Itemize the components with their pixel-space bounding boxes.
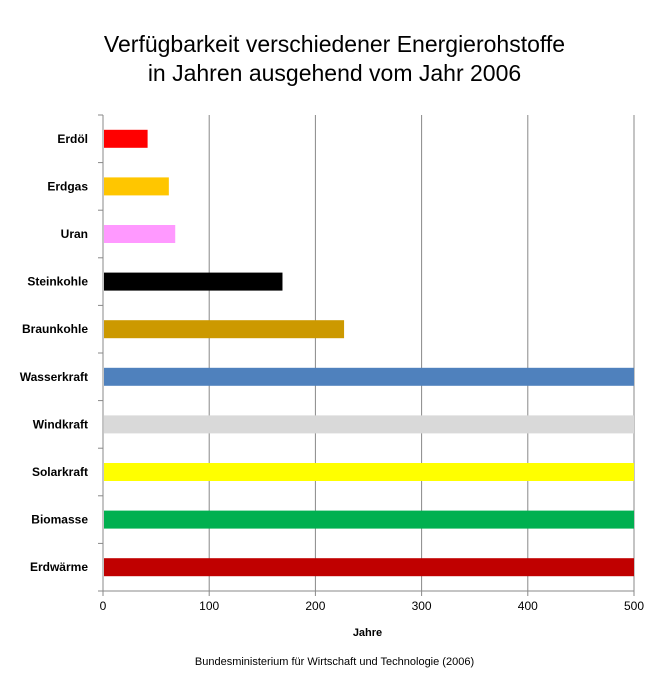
category-label: Uran [61,227,88,241]
bar-3 [104,272,283,291]
x-axis-title: Jahre [353,627,382,639]
category-label: Windkraft [33,417,88,431]
x-tick-label: 100 [199,599,219,613]
category-label: Biomasse [31,513,88,527]
x-tick-label: 500 [624,599,644,613]
bar-1 [104,177,169,196]
source-note: Bundesministerium für Wirtschaft und Tec… [194,656,475,668]
category-label: Braunkohle [22,322,88,336]
chart-title-line-2: in Jahren ausgehend vom Jahr 2006 [147,60,522,86]
bar-4 [104,320,345,339]
category-label: Steinkohle [27,275,88,289]
bar-2 [104,225,176,243]
chart-title: Verfügbarkeit verschiedener Energierohst… [0,30,669,88]
category-label: Erdgas [47,179,88,193]
category-labels: Erdöl Erdgas Uran Steinkohle Braunkohle Wasse… [20,132,89,574]
bar-6 [104,415,634,434]
x-tick-label: 200 [305,599,325,613]
axes [98,114,635,596]
category-label: Solarkraft [32,465,88,479]
bar-8 [104,510,634,529]
bar-0 [104,129,148,148]
category-label: Erdwärme [30,560,88,574]
x-tick-label: 300 [412,599,432,613]
bar-9 [104,558,634,577]
x-tick-label: 0 [100,599,107,613]
category-label: Erdöl [57,132,88,146]
bars [104,129,634,577]
chart-title-line-1: Verfügbarkeit verschiedener Energierohst… [103,31,566,57]
bar-7 [104,463,634,481]
x-tick-label: 400 [518,599,538,613]
tick-labels: 0 100 200 300 400 500 [100,599,645,613]
bar-5 [104,367,634,386]
category-label: Wasserkraft [20,370,88,384]
